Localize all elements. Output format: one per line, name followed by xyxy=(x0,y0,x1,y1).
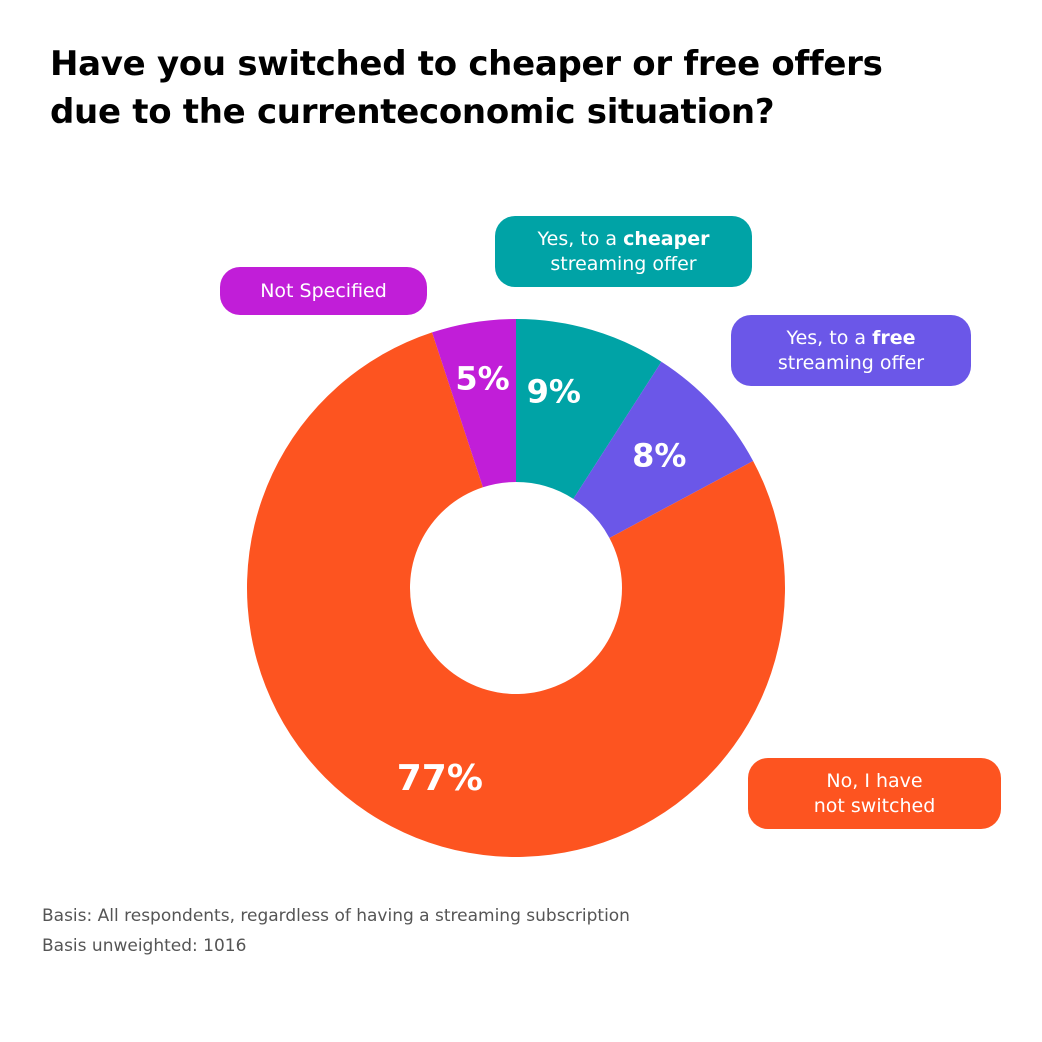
legend-cheaper-bold: cheaper xyxy=(623,227,710,250)
legend-cheaper-line2: streaming offer xyxy=(550,252,697,275)
donut-slice xyxy=(432,319,516,488)
legend-label-not-switched: No, I have not switched xyxy=(748,758,1001,829)
legend-free-bold: free xyxy=(872,326,916,349)
footnote-unweighted: Basis unweighted: 1016 xyxy=(42,936,247,956)
donut-slice xyxy=(573,361,754,538)
slice-value-label: 9% xyxy=(527,372,581,410)
donut-slices xyxy=(247,319,786,857)
chart-title-line-1: Have you switched to cheaper or free off… xyxy=(50,44,883,84)
legend-label-cheaper: Yes, to a cheaper streaming offer xyxy=(495,216,752,287)
legend-label-not-specified: Not Specified xyxy=(220,267,427,315)
legend-not-switched-line2: not switched xyxy=(813,794,936,817)
legend-free-line2: streaming offer xyxy=(777,351,925,374)
legend-not-specified-text: Not Specified xyxy=(260,279,387,302)
footnote-basis: Basis: All respondents, regardless of ha… xyxy=(42,906,630,926)
chart-title-line-2: due to the currenteconomic situation? xyxy=(50,92,775,132)
legend-not-switched-line1: No, I have xyxy=(826,769,923,792)
donut-slice xyxy=(516,319,662,499)
donut-slice xyxy=(247,332,786,857)
legend-label-free: Yes, to a free streaming offer xyxy=(731,315,971,386)
legend-cheaper-prefix: Yes, to a xyxy=(537,227,624,250)
slice-value-label: 77% xyxy=(397,758,483,799)
chart-title: Have you switched to cheaper or free off… xyxy=(50,40,950,136)
legend-free-prefix: Yes, to a xyxy=(786,326,873,349)
donut-value-labels: 9% 8% 77% 5% xyxy=(397,360,687,799)
slice-value-label: 8% xyxy=(632,437,686,475)
slice-value-label: 5% xyxy=(455,360,509,398)
